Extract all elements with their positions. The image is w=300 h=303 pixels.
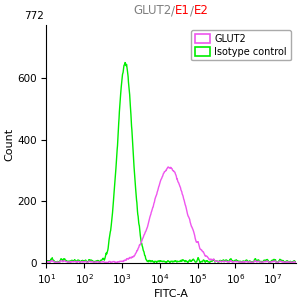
Text: E2: E2 [194, 4, 209, 17]
Text: /: / [171, 4, 175, 17]
Legend: GLUT2, Isotype control: GLUT2, Isotype control [191, 30, 291, 60]
Text: GLUT2: GLUT2 [133, 4, 171, 17]
Text: /: / [190, 4, 194, 17]
Text: 772: 772 [24, 11, 44, 21]
Text: E1: E1 [175, 4, 190, 17]
Y-axis label: Count: Count [4, 127, 14, 161]
X-axis label: FITC-A: FITC-A [154, 289, 188, 299]
